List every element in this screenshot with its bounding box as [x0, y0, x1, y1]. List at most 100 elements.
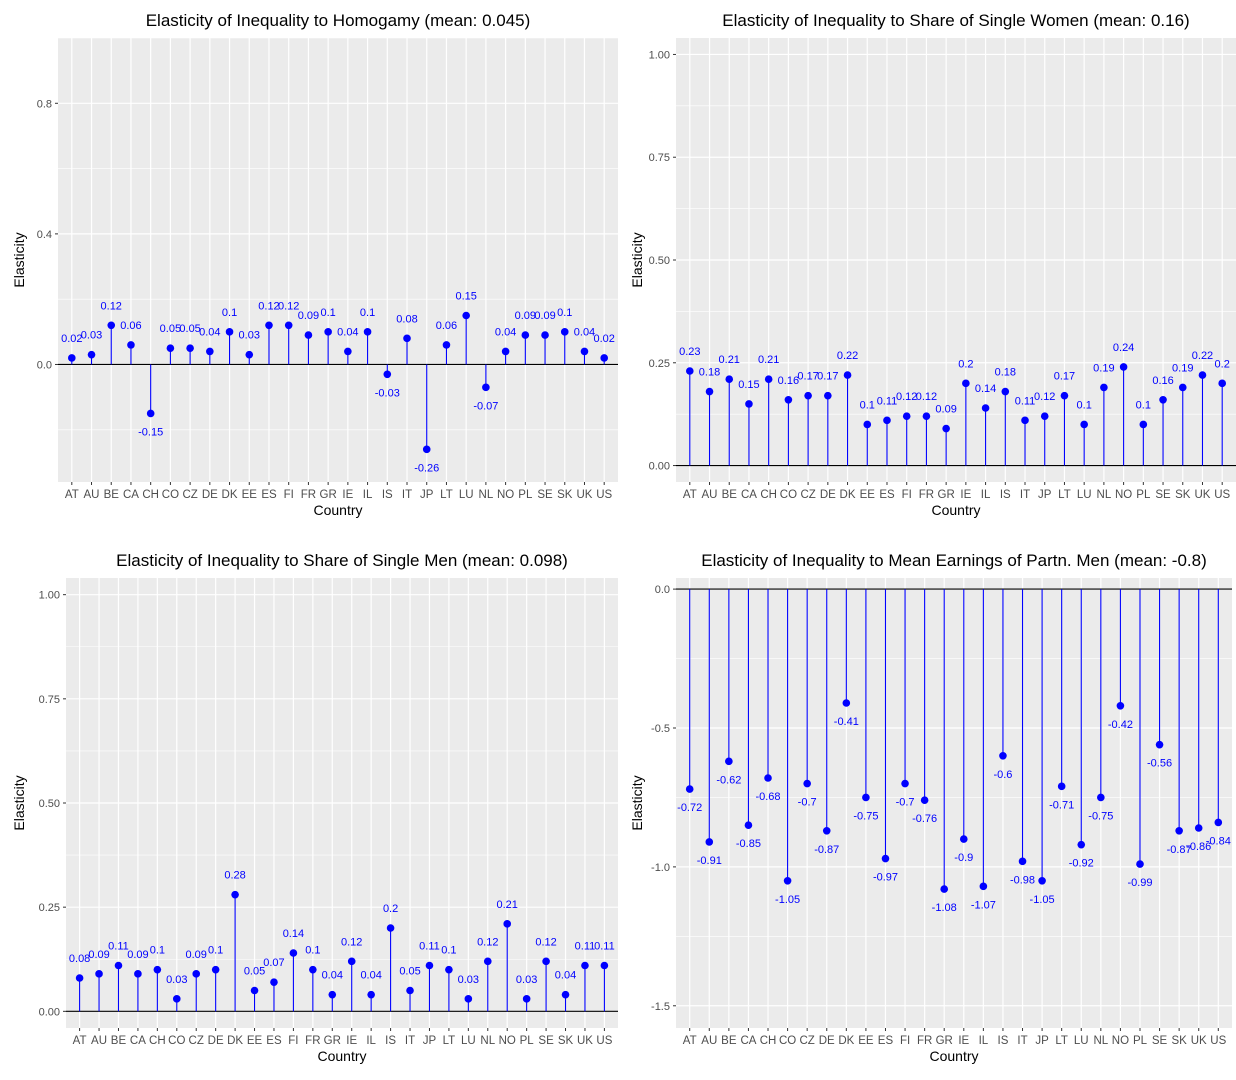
data-point: [1080, 420, 1088, 429]
data-label: 0.2: [958, 358, 973, 370]
data-point: [483, 957, 492, 966]
x-axis-title: Country: [929, 1048, 978, 1064]
data-point: [842, 699, 851, 707]
data-point: [883, 416, 891, 425]
x-tick-label: IL: [363, 489, 373, 501]
data-label: -0.85: [736, 838, 761, 850]
x-tick-label: IS: [1000, 489, 1011, 501]
x-tick-label: DE: [202, 489, 218, 501]
data-point: [902, 412, 911, 421]
x-tick-label: ES: [879, 489, 895, 501]
data-point: [172, 995, 181, 1003]
data-label: -0.98: [1010, 874, 1035, 886]
data-label: -1.05: [1030, 894, 1055, 906]
data-point: [270, 978, 278, 986]
x-tick-label: US: [596, 489, 612, 501]
data-point: [1136, 860, 1144, 868]
chart-svg: Elasticity of Inequality to Mean Earning…: [629, 551, 1232, 1064]
x-tick-label: JP: [1035, 1035, 1049, 1047]
chart-title: Elasticity of Inequality to Share of Sin…: [116, 551, 568, 570]
data-label: -0.86: [1186, 841, 1211, 853]
data-label: -0.42: [1108, 719, 1133, 731]
data-point: [940, 885, 949, 893]
x-tick-label: UK: [576, 489, 592, 501]
data-label: 0.22: [1192, 350, 1213, 362]
data-point: [1175, 826, 1183, 835]
data-label: 0.09: [127, 949, 148, 961]
data-label: -0.75: [1088, 810, 1113, 822]
data-label: 0.15: [455, 291, 476, 303]
x-tick-label: AU: [84, 489, 100, 501]
data-point: [114, 961, 123, 970]
data-point: [981, 404, 990, 412]
data-label: -0.72: [677, 802, 702, 814]
data-label: 0.1: [320, 307, 335, 319]
data-label: 0.11: [877, 395, 898, 407]
data-label: 0.08: [69, 953, 90, 965]
data-label: 0.04: [574, 326, 595, 338]
data-label: 0.11: [108, 941, 129, 953]
data-point: [862, 793, 870, 802]
data-point: [289, 949, 298, 957]
x-tick-label: GR: [324, 1035, 341, 1047]
data-label: 0.15: [738, 379, 759, 391]
x-tick-label: SE: [537, 489, 553, 501]
data-label: 0.24: [1113, 342, 1134, 354]
x-tick-label: ES: [266, 1035, 282, 1047]
x-tick-label: PL: [1133, 1035, 1148, 1047]
data-point: [1155, 740, 1164, 749]
data-label: 0.03: [239, 330, 260, 342]
y-tick-label: 0.25: [649, 358, 670, 370]
data-label: -0.97: [873, 872, 898, 884]
data-label: -0.92: [1069, 858, 1094, 870]
data-label: 0.08: [396, 313, 417, 325]
x-tick-label: CO: [780, 489, 797, 501]
x-tick-label: US: [596, 1035, 612, 1047]
chart-title: Elasticity of Inequality to Share of Sin…: [722, 11, 1189, 30]
x-tick-label: IS: [385, 1035, 396, 1047]
data-point: [153, 965, 162, 974]
x-tick-label: NL: [480, 1035, 495, 1047]
data-point: [462, 311, 470, 320]
x-tick-label: LU: [1077, 489, 1092, 501]
data-label: 0.05: [399, 966, 420, 978]
data-point: [284, 321, 293, 330]
data-point: [962, 379, 970, 388]
x-tick-label: IT: [402, 489, 412, 501]
data-label: 0.1: [860, 399, 875, 411]
x-tick-label: SK: [1175, 489, 1191, 501]
x-tick-label: AT: [683, 489, 697, 501]
data-point: [561, 990, 570, 999]
x-tick-label: UK: [1194, 489, 1210, 501]
y-tick-label: 1.00: [649, 49, 670, 61]
x-tick-label: DK: [838, 1035, 854, 1047]
x-tick-label: PL: [1136, 489, 1151, 501]
x-tick-label: NO: [499, 1035, 516, 1047]
data-point: [1139, 420, 1148, 429]
data-point: [541, 331, 549, 339]
y-tick-label: 0.00: [39, 1006, 60, 1018]
data-point: [250, 986, 259, 995]
x-tick-label: JP: [1038, 489, 1052, 501]
y-tick-label: -0.5: [651, 723, 670, 735]
data-point: [979, 882, 988, 891]
x-tick-label: DK: [840, 489, 856, 501]
data-point: [863, 420, 872, 429]
data-point: [783, 876, 792, 885]
data-label: 0.05: [244, 966, 265, 978]
data-label: 0.03: [458, 974, 479, 986]
x-tick-label: IT: [1020, 489, 1030, 501]
data-point: [901, 779, 909, 788]
x-tick-label: IE: [346, 1035, 357, 1047]
data-point: [347, 957, 356, 966]
data-label: -0.15: [138, 426, 163, 438]
data-point: [542, 957, 550, 966]
data-point: [744, 821, 753, 830]
x-tick-label: AU: [701, 1035, 717, 1047]
data-label: 0.06: [436, 320, 457, 332]
y-tick-label: 0.8: [37, 98, 52, 110]
data-label: 0.09: [515, 310, 536, 322]
data-label: 0.22: [837, 350, 858, 362]
x-tick-label: FI: [902, 489, 912, 501]
data-label: -0.84: [1206, 835, 1231, 847]
